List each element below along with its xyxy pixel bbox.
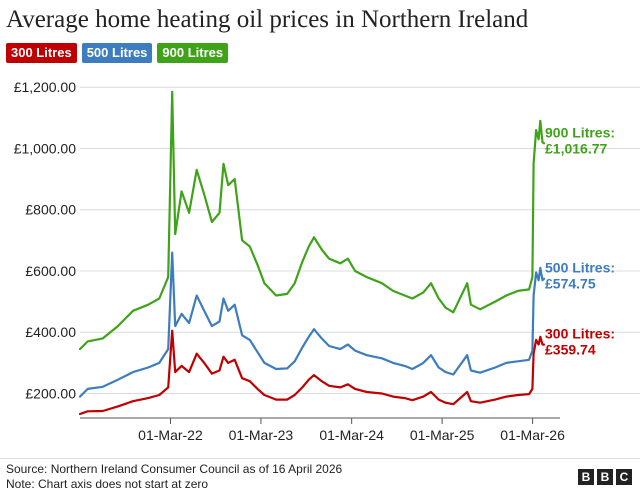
axis-note: Note: Chart axis does not start at zero (6, 477, 209, 491)
legend-item-500: 500 Litres (81, 43, 153, 63)
x-tick-label: 01-Mar-23 (229, 427, 294, 443)
y-tick-label: £800.00 (25, 202, 76, 218)
y-tick-label: £600.00 (25, 263, 76, 279)
y-tick-label: £1,200.00 (14, 79, 76, 95)
end-label-value: £574.75 (545, 276, 596, 292)
x-tick-label: 01-Mar-24 (319, 427, 384, 443)
y-tick-label: £200.00 (25, 385, 76, 401)
x-tick-label: 01-Mar-26 (500, 427, 565, 443)
bbc-logo-letter: B (578, 469, 594, 485)
x-tick-label: 01-Mar-25 (410, 427, 475, 443)
series-line-900-litres (78, 90, 546, 351)
bbc-logo-letter: B (597, 469, 613, 485)
bbc-logo-letter: C (616, 469, 632, 485)
end-label-name: 300 Litres: (545, 326, 615, 342)
line-chart: £1,200.00 £1,000.00 £800.00 £600.00 £400.00 £… (14, 79, 640, 443)
source-note: Source: Northern Ireland Consumer Counci… (6, 462, 343, 476)
y-tick-label: £400.00 (25, 324, 76, 340)
legend: 300 Litres 500 Litres 900 Litres (6, 43, 229, 63)
x-tick-label: 01-Mar-22 (138, 427, 203, 443)
footer-divider (0, 458, 640, 459)
legend-item-300: 300 Litres (6, 43, 77, 63)
series-line-500-litres (78, 251, 546, 398)
series-line-300-litres (78, 329, 546, 416)
chart-title: Average home heating oil prices in North… (6, 6, 529, 33)
end-label-name: 900 Litres: (545, 124, 615, 140)
bbc-logo: B B C (578, 469, 632, 485)
end-label-name: 500 Litres: (545, 260, 615, 276)
footer: Source: Northern Ireland Consumer Counci… (6, 462, 342, 492)
y-tick-label: £1,000.00 (14, 140, 76, 156)
end-label-value: £359.74 (545, 342, 596, 358)
legend-item-900: 900 Litres (157, 43, 229, 63)
end-label-value: £1,016.77 (545, 140, 607, 156)
